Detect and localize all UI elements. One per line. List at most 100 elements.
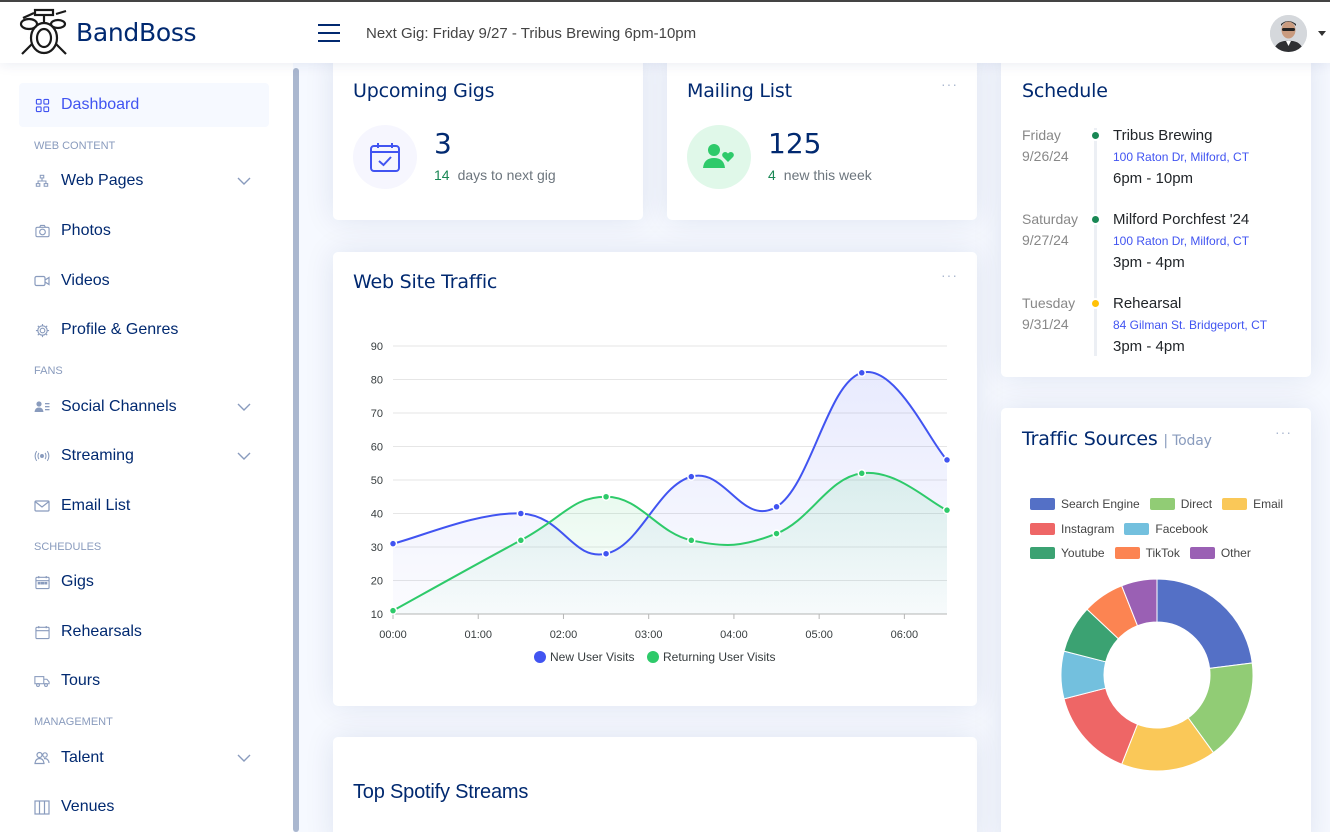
upcoming-gigs-count: 3 xyxy=(434,127,452,160)
truck-icon xyxy=(34,673,50,689)
legend-swatch xyxy=(1124,523,1150,535)
event-address-link[interactable]: 100 Raton Dr, Milford, CT xyxy=(1113,150,1250,164)
broadcast-icon xyxy=(34,448,50,464)
x-tick-label: 00:00 xyxy=(379,629,407,641)
data-point xyxy=(516,509,526,518)
legend-item[interactable]: Email xyxy=(1222,497,1283,511)
legend-marker xyxy=(647,651,659,663)
data-point xyxy=(942,505,952,515)
sidebar-item-venues[interactable]: Venues xyxy=(19,785,269,829)
legend-item[interactable]: Youtube xyxy=(1030,546,1105,560)
web-traffic-line-chart: 10 20 30 40 50 60 70 80 90 00:00 01:00 02:00 03:00 04… xyxy=(371,341,952,664)
y-tick-label: 40 xyxy=(371,509,383,521)
sidebar-item-web-pages[interactable]: Web Pages xyxy=(19,159,269,203)
more-options-icon[interactable]: ··· xyxy=(941,267,958,283)
legend-swatch xyxy=(1114,547,1140,559)
event-time: 6pm - 10pm xyxy=(1113,170,1194,187)
sidebar-item-email-list[interactable]: Email List xyxy=(19,484,269,528)
mailing-list-count: 125 xyxy=(768,127,822,160)
person-heart-icon xyxy=(687,125,751,189)
legend-swatch xyxy=(1222,498,1248,510)
series-area xyxy=(393,472,947,614)
x-tick-label: 04:00 xyxy=(720,629,748,641)
legend-label: Direct xyxy=(1180,497,1213,511)
event-address-link[interactable]: 100 Raton Dr, Milford, CT xyxy=(1113,234,1250,248)
sidebar-item-gigs[interactable]: Gigs xyxy=(19,560,269,604)
new-this-week-label: new this week xyxy=(783,167,872,183)
traffic-sources-title: Traffic Sources | Today xyxy=(1022,428,1212,450)
sidebar-item-dashboard[interactable]: Dashboard xyxy=(19,83,269,127)
chevron-down-icon[interactable] xyxy=(237,449,251,463)
data-point xyxy=(857,469,867,478)
envelope-icon xyxy=(34,498,50,514)
sidebar-item-tours[interactable]: Tours xyxy=(19,659,269,703)
legend-label: Other xyxy=(1220,546,1251,560)
columns-icon xyxy=(34,799,50,815)
event-status-dot xyxy=(1090,214,1101,225)
brand-name[interactable]: BandBoss xyxy=(76,18,197,47)
sidebar-item-social-channels[interactable]: Social Channels xyxy=(19,385,269,429)
chevron-down-icon[interactable] xyxy=(237,174,251,188)
people-list-icon xyxy=(34,399,50,415)
sidebar-item-label: Talent xyxy=(61,749,104,766)
user-avatar[interactable] xyxy=(1270,15,1307,52)
top-spotify-streams-title: Top Spotify Streams xyxy=(353,781,529,803)
legend-item[interactable]: Facebook xyxy=(1124,522,1208,536)
menu-toggle-icon[interactable] xyxy=(318,24,340,42)
y-tick-label: 70 xyxy=(371,408,383,420)
next-gig-banner: Next Gig: Friday 9/27 - Tribus Brewing 6… xyxy=(366,25,697,42)
legend-marker xyxy=(534,651,546,663)
days-to-next-gig-label: days to next gig xyxy=(457,167,556,183)
top-header: BandBoss Next Gig: Friday 9/27 - Tribus … xyxy=(0,0,1330,63)
x-tick-label: 05:00 xyxy=(805,629,833,641)
x-tick-label: 01:00 xyxy=(464,629,492,641)
sidebar-item-streaming[interactable]: Streaming xyxy=(19,434,269,478)
legend-item[interactable]: Direct xyxy=(1149,497,1213,511)
legend-label: Search Engine xyxy=(1061,497,1140,511)
schedule-timeline xyxy=(1094,128,1097,356)
legend-item[interactable]: Other xyxy=(1189,546,1251,560)
sidebar-heading-fans: FANS xyxy=(34,365,63,377)
sidebar-item-label: Web Pages xyxy=(61,172,144,189)
y-tick-label: 50 xyxy=(371,475,383,487)
event-day-label: Friday xyxy=(1022,127,1061,143)
sidebar-item-rehearsals[interactable]: Rehearsals xyxy=(19,610,269,654)
sidebar-item-talent[interactable]: Talent xyxy=(19,736,269,780)
upcoming-gigs-title: Upcoming Gigs xyxy=(353,80,495,102)
sidebar-item-label: Dashboard xyxy=(61,96,140,113)
y-tick-label: 60 xyxy=(371,442,383,454)
sidebar-item-photos[interactable]: Photos xyxy=(19,209,269,253)
event-date-label: 9/26/24 xyxy=(1022,148,1069,164)
schedule-card xyxy=(1001,52,1311,377)
data-point xyxy=(772,529,781,538)
legend-item[interactable]: TikTok xyxy=(1114,546,1180,560)
event-date: Saturday 9/27/24 xyxy=(1022,209,1078,251)
sidebar-item-profile-genres[interactable]: Profile & Genres xyxy=(19,308,269,352)
legend-label: Email xyxy=(1253,497,1284,511)
more-options-icon[interactable]: ··· xyxy=(941,76,958,92)
legend-item[interactable]: Search Engine xyxy=(1030,497,1140,511)
y-tick-label: 90 xyxy=(371,341,383,353)
chevron-down-icon[interactable] xyxy=(237,400,251,414)
legend-item[interactable]: Instagram xyxy=(1030,522,1114,536)
traffic-sources-period: | Today xyxy=(1163,433,1212,449)
sidebar-item-videos[interactable]: Videos xyxy=(19,259,269,303)
legend-label: Youtube xyxy=(1061,546,1105,560)
event-status-dot xyxy=(1090,298,1101,309)
mailing-list-subtext: 4 new this week xyxy=(768,167,872,183)
more-options-icon[interactable]: ··· xyxy=(1275,424,1292,440)
y-tick-label: 80 xyxy=(371,375,383,387)
calendar-icon xyxy=(34,624,50,640)
new-this-week-number: 4 xyxy=(768,167,776,183)
data-point xyxy=(388,539,398,548)
chevron-down-icon[interactable] xyxy=(237,751,251,765)
event-address-link[interactable]: 84 Gilman St. Bridgeport, CT xyxy=(1113,318,1268,332)
event-status-dot xyxy=(1090,130,1101,141)
data-point xyxy=(601,492,611,501)
x-tick-label: 06:00 xyxy=(891,629,919,641)
legend-swatch xyxy=(1030,523,1055,535)
user-menu-caret-icon[interactable] xyxy=(1318,31,1326,36)
pie-slice-instagram xyxy=(1063,687,1139,765)
sidebar-scrollbar[interactable] xyxy=(293,68,299,832)
drum-kit-logo-icon[interactable] xyxy=(18,8,70,60)
